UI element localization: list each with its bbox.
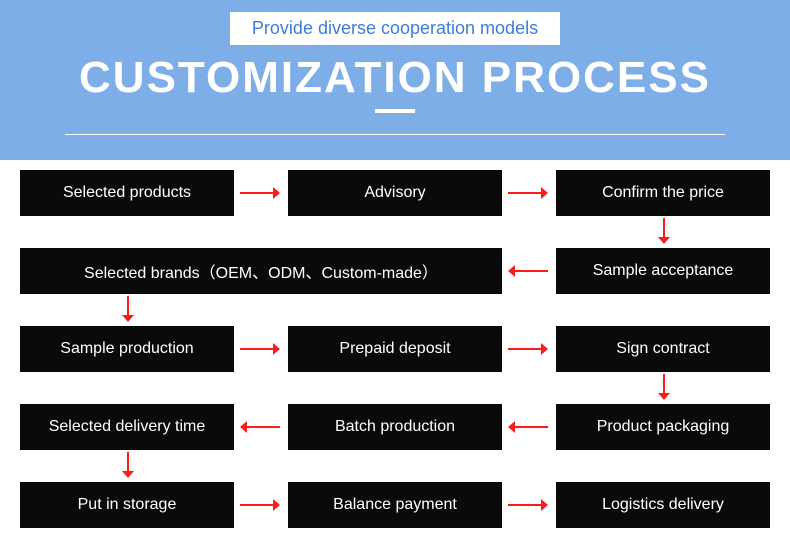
flow-arrow-a13 (508, 497, 548, 513)
flow-arrow-a2 (508, 185, 548, 201)
flow-node-label: Put in storage (78, 496, 177, 514)
flow-arrow-a4 (508, 263, 548, 279)
flow-arrow-a12 (240, 497, 280, 513)
header-banner: Provide diverse cooperation models CUSTO… (0, 0, 790, 160)
flow-node-n9: Product packaging (556, 404, 770, 450)
flow-arrow-a1 (240, 185, 280, 201)
flow-node-n11: Selected delivery time (20, 404, 234, 450)
flow-node-label: Selected delivery time (49, 418, 206, 436)
flowchart: Selected products Advisory Confirm the pri… (20, 170, 770, 550)
header-subtitle: Provide diverse cooperation models (230, 12, 560, 45)
flow-node-label: Prepaid deposit (339, 340, 450, 358)
header-title: CUSTOMIZATION PROCESS (79, 53, 711, 103)
flow-arrow-a6 (240, 341, 280, 357)
flow-node-label: Balance payment (333, 496, 457, 514)
flow-node-n7: Prepaid deposit (288, 326, 502, 372)
flow-node-n2: Advisory (288, 170, 502, 216)
flow-node-label: Confirm the price (602, 184, 724, 202)
underline-short (375, 109, 415, 113)
flow-node-n6: Sample production (20, 326, 234, 372)
flow-node-label: Product packaging (597, 418, 730, 436)
flow-node-label: Selected brands（OEM、ODM、Custom-made） (84, 259, 438, 283)
flow-arrow-a5 (120, 296, 136, 322)
flow-node-label: Selected products (63, 184, 191, 202)
flow-node-n3: Confirm the price (556, 170, 770, 216)
flow-node-label: Sign contract (616, 340, 709, 358)
flow-node-label: Sample acceptance (593, 262, 734, 280)
flow-node-n14: Logistics delivery (556, 482, 770, 528)
flow-arrow-a10 (240, 419, 280, 435)
flow-arrow-a7 (508, 341, 548, 357)
flow-node-n4: Sample acceptance (556, 248, 770, 294)
flow-node-n12: Put in storage (20, 482, 234, 528)
flow-node-label: Batch production (335, 418, 455, 436)
flow-arrow-a8 (656, 374, 672, 400)
flow-node-n1: Selected products (20, 170, 234, 216)
flow-node-label: Sample production (60, 340, 193, 358)
flow-arrow-a3 (656, 218, 672, 244)
flow-node-label: Logistics delivery (602, 496, 724, 514)
flow-node-label: Advisory (364, 184, 425, 202)
flow-arrow-a11 (120, 452, 136, 478)
flow-node-n10: Batch production (288, 404, 502, 450)
flow-node-n5: Selected brands（OEM、ODM、Custom-made） (20, 248, 502, 294)
underline-long (65, 134, 725, 135)
flow-node-n13: Balance payment (288, 482, 502, 528)
flow-node-n8: Sign contract (556, 326, 770, 372)
flow-arrow-a9 (508, 419, 548, 435)
